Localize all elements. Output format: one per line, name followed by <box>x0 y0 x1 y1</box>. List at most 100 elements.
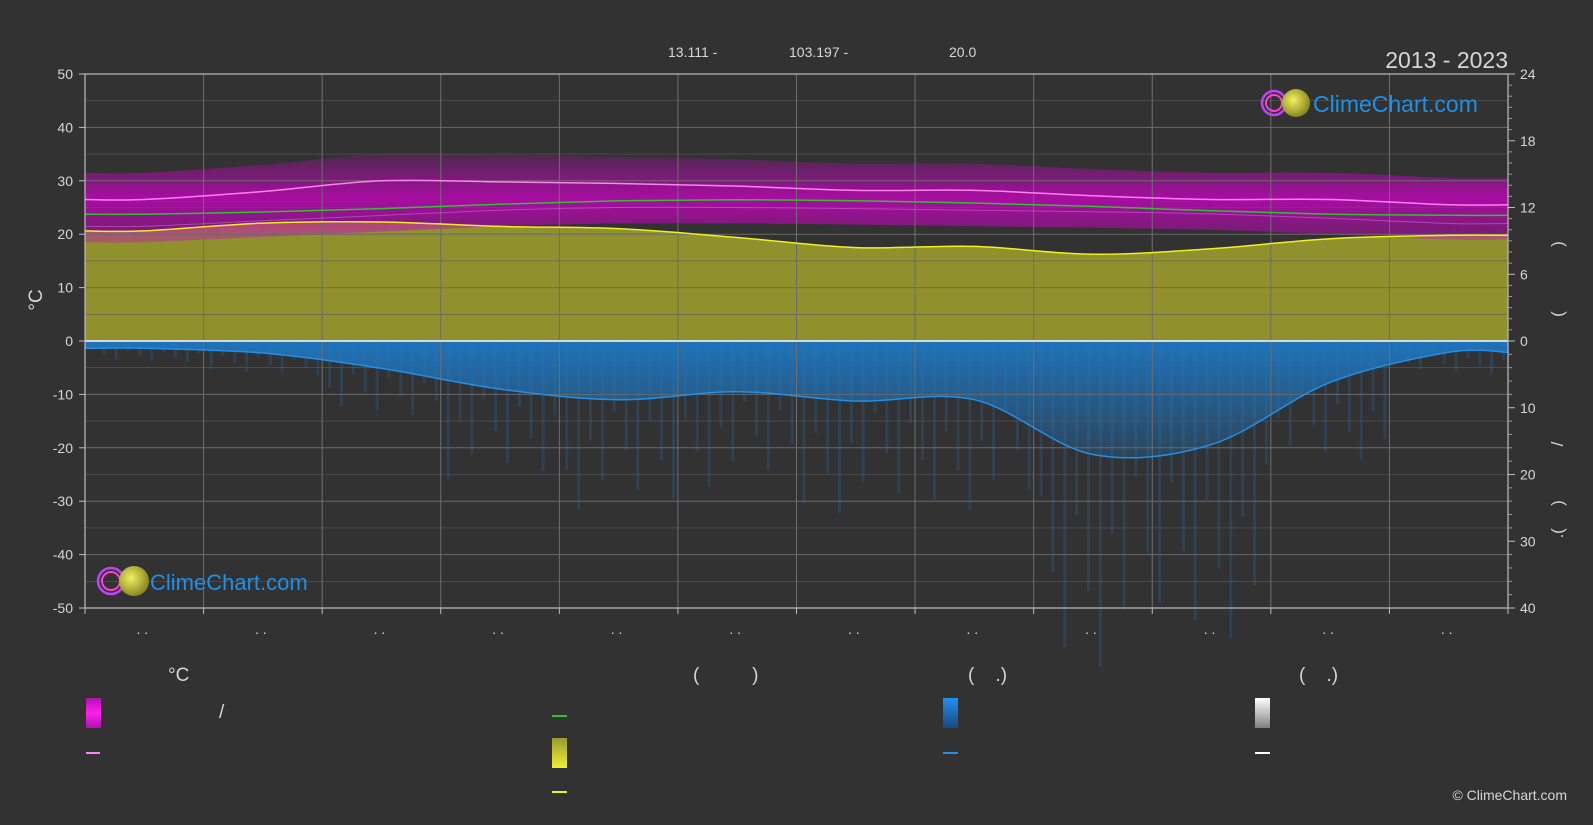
x-tick-label: . . <box>729 621 741 637</box>
rain-streak <box>517 341 521 407</box>
rain-streak <box>541 341 545 471</box>
legend-daylight-line-swatch <box>552 715 567 717</box>
rain-streak <box>802 341 806 504</box>
x-tick-label: . . <box>848 621 860 637</box>
rain-streak <box>1015 341 1019 451</box>
y-right-label-glyph: ) <box>1548 500 1567 506</box>
y-left-tick-label: 20 <box>57 226 73 242</box>
axes: 50 40 30 20 10 0 -10 -20 -30 -40 -50 °C 24 18 12 6 0 10 20… <box>26 66 1567 637</box>
rain-streak <box>838 341 841 514</box>
rain-streak <box>683 341 687 419</box>
y-right-tick-label: 0 <box>1520 333 1528 349</box>
rain-streak <box>707 341 711 487</box>
y-right-label-glyph: ( <box>1548 528 1567 534</box>
x-tick-label: . . <box>611 621 623 637</box>
latitude-text: 13.111 - <box>668 44 718 60</box>
y-right-tick-label: 24 <box>1520 66 1536 82</box>
rain-streak <box>1502 341 1505 361</box>
logo-inner-ring-icon <box>1265 94 1283 112</box>
x-tick-label: . . <box>136 621 148 637</box>
longitude-text: 103.197 - <box>789 44 848 60</box>
rain-streak <box>1395 341 1399 355</box>
y-left-tick-label: 40 <box>57 119 73 135</box>
rain-streak <box>1193 341 1197 621</box>
rain-streak <box>162 341 166 353</box>
rain-streak <box>387 341 391 379</box>
rain-streak <box>506 341 509 463</box>
rain-streak <box>304 341 308 368</box>
rain-streak <box>814 341 818 434</box>
rain-streak <box>351 341 355 374</box>
logo-top: ClimeChart.com <box>1260 89 1478 117</box>
y-right-label-glyph: . <box>1548 534 1567 539</box>
x-tick-label: . . <box>1204 621 1216 637</box>
x-tick-label: . . <box>1441 621 1453 637</box>
rain-line <box>84 347 1509 459</box>
year-range: 2013 - 2023 <box>1385 47 1508 73</box>
rain-streak <box>636 341 640 490</box>
legend-rain-swatch <box>943 698 958 728</box>
rain-streak <box>197 341 201 354</box>
rain-streak <box>1205 341 1209 500</box>
rain-streak <box>1300 341 1304 398</box>
rain-streak <box>221 341 225 356</box>
logo-bottom: ClimeChart.com <box>96 566 308 596</box>
legend-temp-range-swatch <box>86 698 101 728</box>
x-tick-label: . . <box>1322 621 1334 637</box>
y-left-tick-label: 10 <box>57 280 73 296</box>
y-left-tick-label: 50 <box>57 66 73 82</box>
rain-streak <box>1336 341 1339 405</box>
rain-streak <box>292 341 296 360</box>
rain-streak <box>482 341 486 399</box>
rain-streak <box>446 341 450 479</box>
temp-min-line <box>84 206 1509 228</box>
rain-streak <box>209 341 213 370</box>
rain-streak <box>411 341 415 415</box>
rain-streak <box>932 341 936 500</box>
y-right-label-glyph: ) <box>1548 241 1567 247</box>
y-left-tick-label: 30 <box>57 173 73 189</box>
rain-streak <box>233 341 237 364</box>
rain-streak <box>423 341 426 383</box>
rain-streak <box>778 341 782 411</box>
rain-streak <box>719 341 723 428</box>
legend-rain-line-swatch <box>943 752 958 754</box>
rain-streak <box>577 341 581 510</box>
y-left-tick-label: -20 <box>53 440 73 456</box>
rain-streak <box>1478 341 1482 366</box>
rain-streak <box>1241 341 1245 517</box>
rain-streak <box>1383 341 1387 439</box>
rain-streak <box>553 341 557 415</box>
logo-sun-icon <box>1282 89 1310 117</box>
rain-streak <box>1312 341 1316 426</box>
rain-streak <box>589 341 592 441</box>
x-tick-label: . . <box>374 621 386 637</box>
x-tick-label: . . <box>492 621 504 637</box>
rain-streak <box>1490 341 1494 374</box>
rain-streak <box>1134 341 1138 478</box>
y-left-tick-label: 0 <box>65 333 73 349</box>
y-right-tick-label: 10 <box>1520 400 1536 416</box>
elevation-text: 20.0 <box>949 44 976 60</box>
rain-streak <box>1347 341 1351 432</box>
rain-streak <box>1146 341 1150 553</box>
x-tick-label: . . <box>967 621 979 637</box>
x-tick-label: . . <box>255 621 267 637</box>
y-right-label-glyph: ( <box>1548 311 1567 317</box>
logo-text: ClimeChart.com <box>1313 91 1478 117</box>
rain-streak <box>1288 341 1292 446</box>
rain-streak <box>1419 341 1422 370</box>
rain-streak <box>921 341 924 461</box>
x-tick-label: . . <box>1085 621 1097 637</box>
rain-streak <box>1454 341 1458 372</box>
rain-streak <box>1158 341 1162 604</box>
rain-streak <box>280 341 284 374</box>
rain-streak <box>1087 341 1090 591</box>
rain-streak <box>1004 341 1007 412</box>
rain-streak <box>1098 341 1102 667</box>
rain-streak <box>766 341 770 470</box>
y-left-tick-label: -50 <box>53 600 73 616</box>
rain-streak <box>790 341 794 445</box>
rain-streak <box>755 341 758 436</box>
